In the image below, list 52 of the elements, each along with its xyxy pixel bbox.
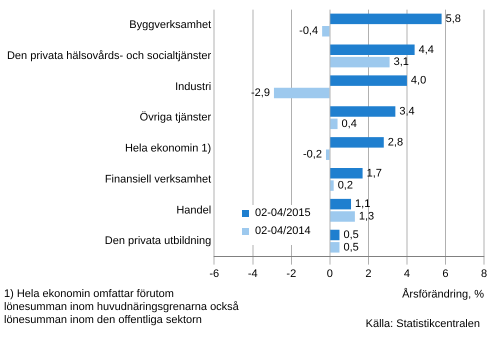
bar [330, 168, 363, 178]
x-tick-label: -2 [286, 268, 296, 280]
x-tick-label: 2 [365, 268, 372, 280]
bar [330, 198, 352, 210]
y-tick-label: Den privata hälsovårds- och socialtjänster [6, 50, 212, 62]
data-label: 3,4 [399, 106, 415, 118]
data-label: -0,2 [303, 148, 322, 161]
y-tick-label: Finansiell verksamhet [104, 173, 212, 186]
data-label: 2,8 [388, 136, 404, 148]
data-label: 0,4 [342, 118, 357, 130]
y-tick-label: Den privata utbildning [104, 235, 212, 248]
bar [330, 230, 340, 240]
data-label: 1,3 [358, 210, 374, 222]
x-tick-label: 0 [326, 268, 333, 280]
bar [330, 44, 415, 55]
bar [330, 137, 384, 148]
bar [330, 14, 442, 24]
data-label: 0,5 [343, 229, 359, 242]
data-label: 0,2 [338, 180, 353, 192]
bar [330, 211, 355, 222]
text: Källa: Statistikcentralen [366, 318, 480, 330]
bar [330, 106, 396, 117]
data-label: 4,0 [410, 74, 426, 87]
data-label: -0,4 [299, 25, 318, 38]
legend-label: 02-04/2014 [255, 225, 311, 237]
bar [330, 56, 390, 68]
x-axis-title: Årsförändring, % [402, 287, 484, 300]
y-tick-label: Hela ekonomin 1) [124, 142, 212, 155]
bar [330, 75, 407, 86]
x-tick-label: 6 [442, 268, 449, 280]
x-tick-label: -4 [248, 268, 258, 280]
bar [322, 26, 330, 36]
bar [274, 88, 330, 98]
x-tick-label: -6 [209, 268, 220, 280]
y-tick-label: Byggverksamhet [129, 19, 212, 32]
bar [330, 242, 340, 253]
x-tick-label: 4 [404, 268, 410, 280]
bar [326, 149, 330, 160]
text: 1) Hela ekonomin omfattar förutom lönesumman inom huvudnäringsgrenarna också lönesumman inom den offentliga sektorn [4, 288, 239, 327]
data-label: -2,9 [250, 86, 270, 99]
bar [330, 118, 338, 130]
y-tick-label: Industri [175, 80, 212, 93]
data-label: 1,7 [366, 167, 382, 180]
data-label: 4,4 [418, 44, 434, 56]
data-label: 3,1 [394, 56, 409, 68]
data-label: 0,5 [343, 241, 359, 254]
y-tick-label: Handel [176, 204, 212, 216]
y-tick-label: Övriga tjänster [140, 110, 212, 124]
data-label: 1,1 [355, 198, 370, 210]
x-tick-label: 8 [480, 268, 488, 280]
data-label: 5,8 [446, 12, 461, 25]
legend-label: 02-04/2015 [255, 207, 311, 219]
